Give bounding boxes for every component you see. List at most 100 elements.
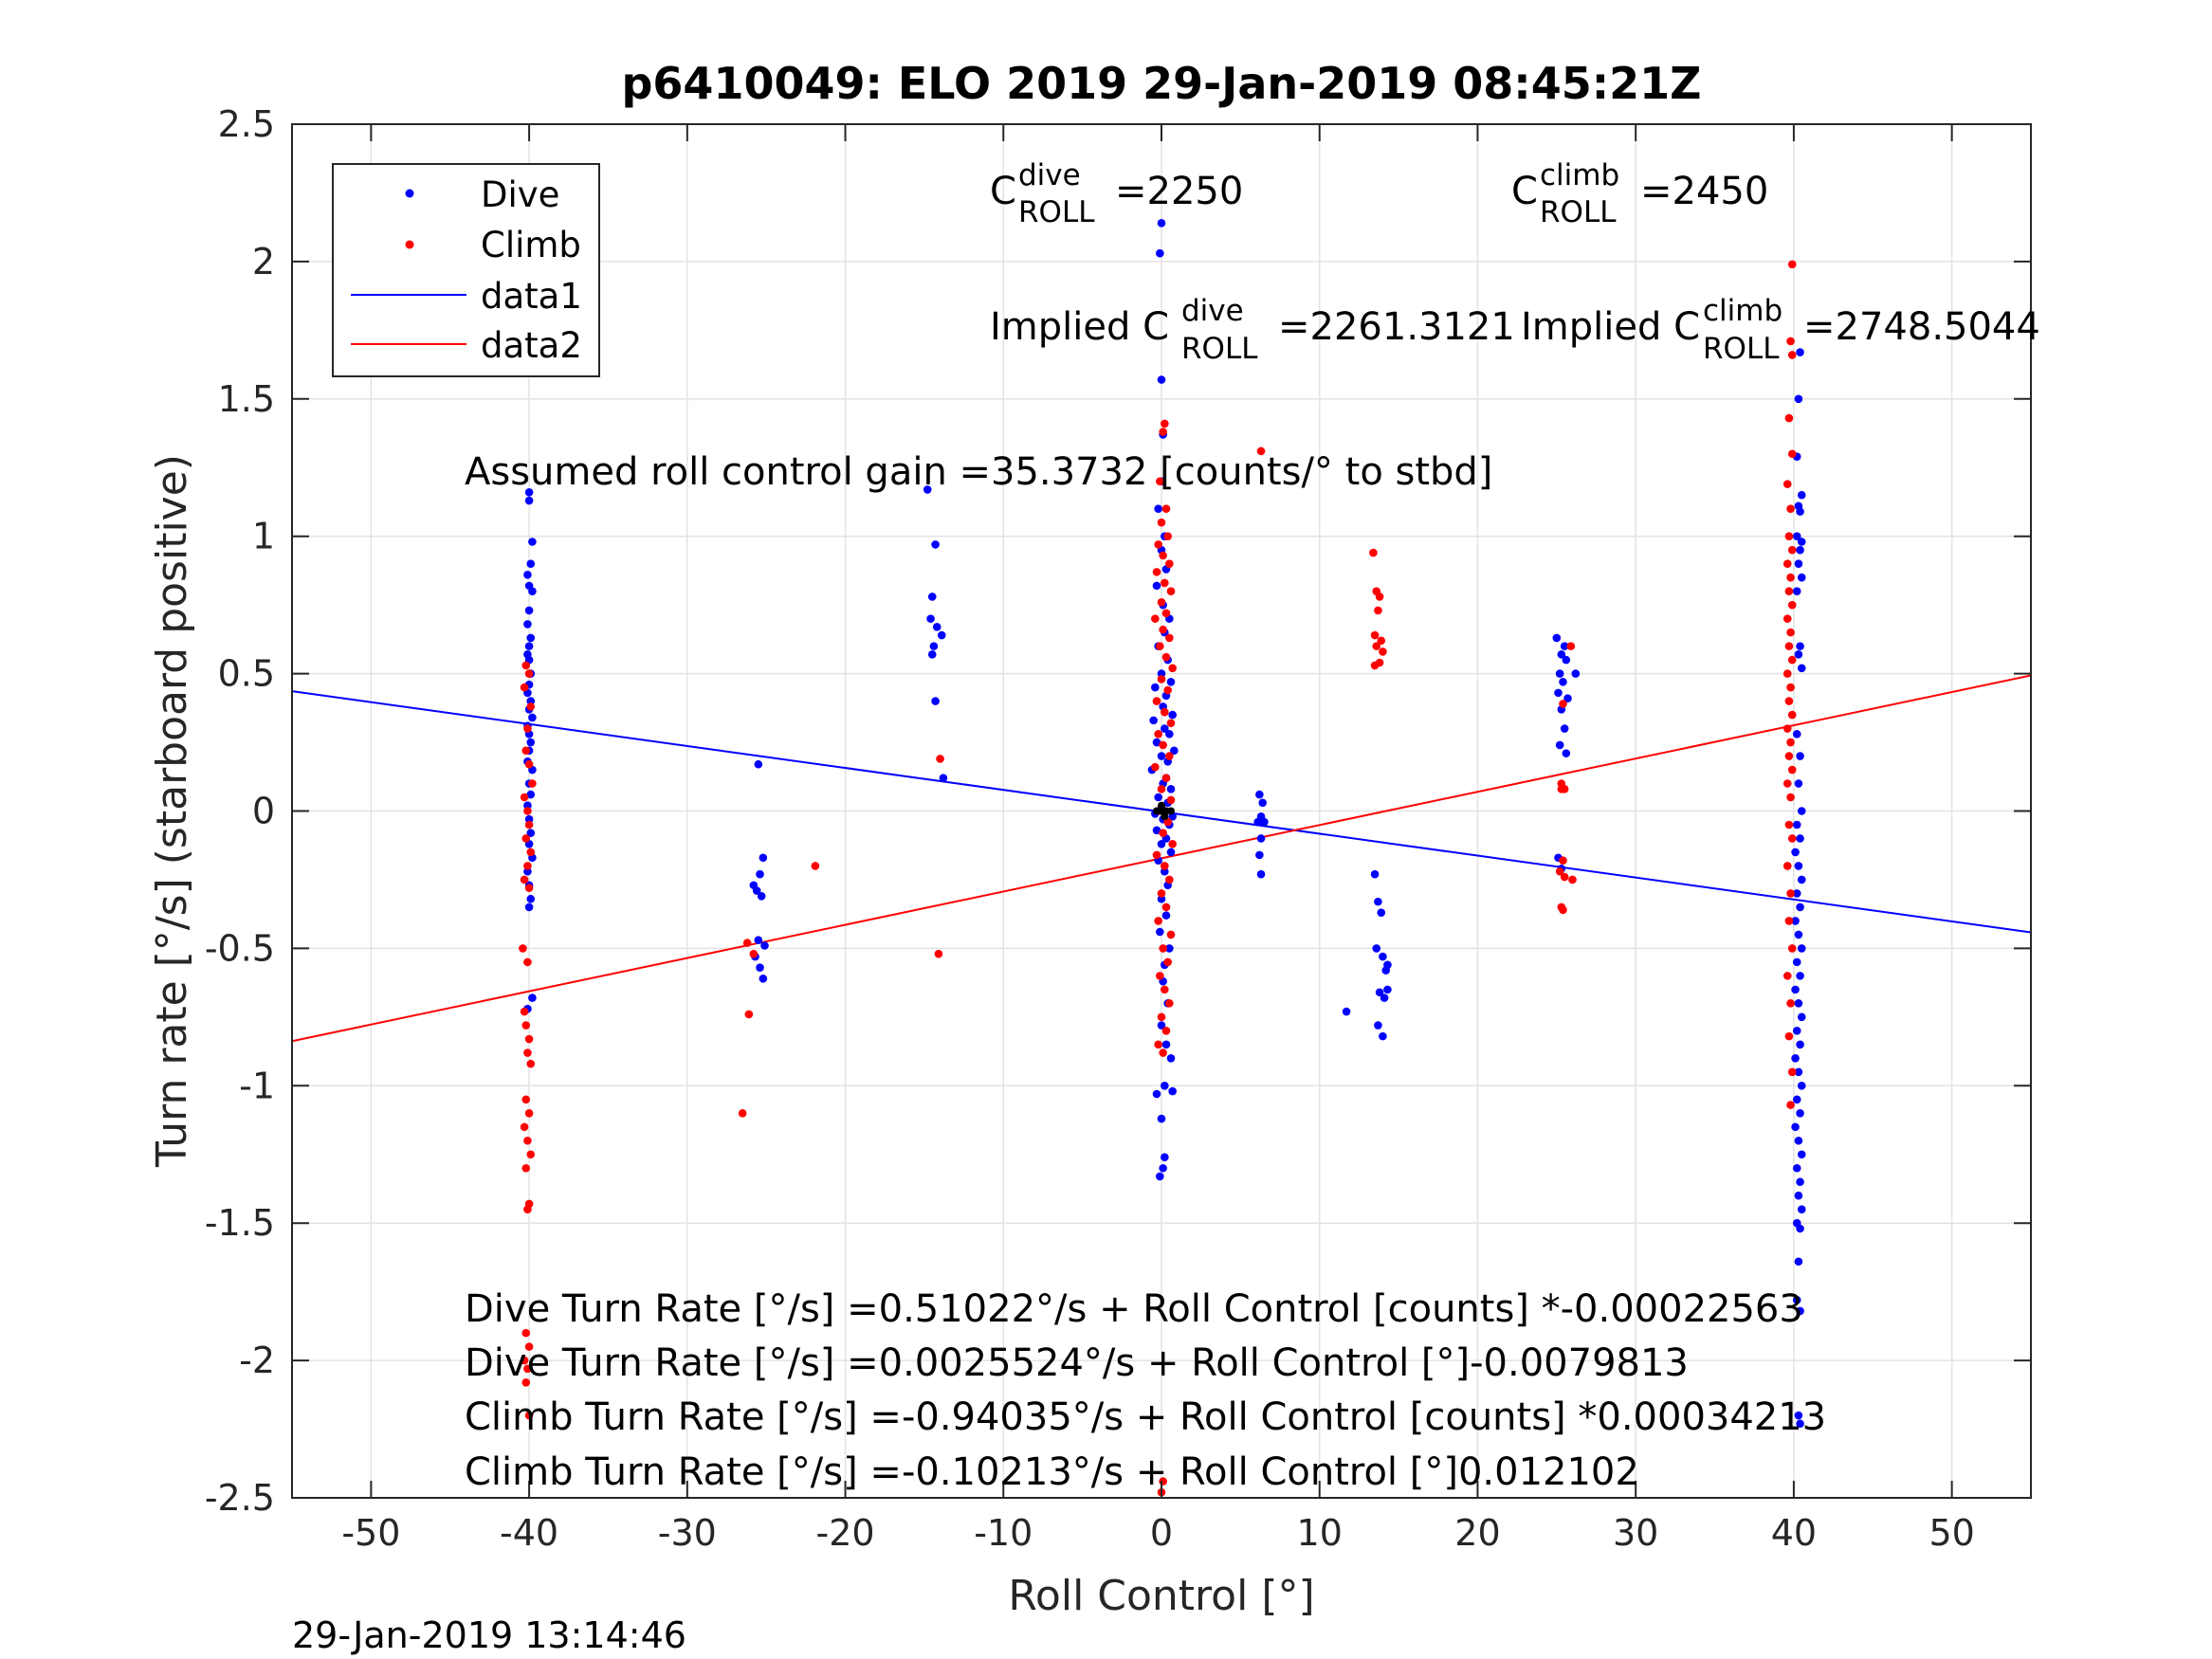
climb-point — [1157, 518, 1166, 527]
y-tick-label: 1 — [252, 516, 275, 557]
dive-point — [1796, 834, 1804, 843]
dive-point — [1374, 897, 1382, 906]
climb-point — [523, 1364, 532, 1374]
climb-point — [1159, 625, 1167, 634]
climb-point — [1379, 647, 1387, 656]
dive-point — [1562, 749, 1571, 757]
climb-point — [1159, 829, 1167, 837]
climb-point — [1152, 568, 1161, 576]
dive-point — [1791, 917, 1800, 925]
climb-point — [520, 1122, 529, 1132]
implied-climb-prefix: Implied C — [1521, 305, 1700, 349]
dive-point — [760, 941, 769, 950]
climb-point — [1154, 540, 1162, 549]
climb-point — [1154, 917, 1162, 925]
dive-point — [1794, 779, 1803, 788]
dive-point — [526, 894, 536, 903]
dive-point — [1161, 1040, 1171, 1049]
dive-point — [1571, 669, 1581, 678]
dive-point — [1792, 532, 1801, 540]
dive-point — [1152, 826, 1161, 835]
climb-point — [524, 1108, 534, 1118]
annotation-eq4: Climb Turn Rate [°/s] =-0.10213°/s + Rol… — [465, 1450, 1639, 1494]
dive-point — [1255, 790, 1264, 799]
dive-point — [524, 606, 534, 615]
dive-point — [927, 650, 937, 659]
dive-point — [1792, 1027, 1801, 1035]
x-axis-label: Roll Control [°] — [1008, 1572, 1314, 1620]
dive-point — [1166, 848, 1176, 857]
dive-point — [1154, 793, 1162, 802]
climb-point — [1786, 628, 1795, 637]
climb-point — [1168, 839, 1177, 848]
y-tick-label: -2 — [239, 1340, 275, 1381]
climb-point — [524, 1411, 534, 1420]
dive-point — [1792, 730, 1801, 738]
climb-point — [524, 669, 534, 678]
implied-climb-value: =2748.5044 — [1803, 305, 2040, 349]
climb-point — [521, 1021, 531, 1030]
dive-point — [923, 485, 932, 494]
dive-point — [1555, 669, 1564, 678]
dive-point — [526, 790, 536, 799]
climb-point — [520, 683, 529, 692]
climb-point — [1166, 795, 1176, 805]
climb-point — [1151, 762, 1160, 772]
legend-climb-label: Climb — [481, 225, 581, 265]
dive-point — [1792, 889, 1801, 898]
climb-point — [1784, 752, 1794, 760]
climb-point — [1786, 504, 1795, 514]
annotation-implied-climb: Implied C climb ROLL =2748.5044 — [1521, 294, 2040, 366]
climb-point — [1782, 480, 1792, 488]
climb-point — [1157, 597, 1166, 607]
climb-point — [521, 1095, 531, 1104]
climb-point — [1782, 559, 1792, 568]
dive-point — [1796, 1419, 1804, 1429]
climb-point — [528, 779, 537, 788]
dive-point — [1157, 839, 1166, 848]
dive-point — [1157, 1114, 1166, 1123]
climb-point — [1166, 587, 1176, 595]
dive-point — [931, 697, 940, 705]
dive-point — [1156, 248, 1164, 258]
climb-point — [1787, 655, 1797, 665]
dive-point — [756, 963, 764, 972]
annotation-c-climb: C climb ROLL =2450 — [1511, 158, 1768, 229]
dive-point — [1256, 834, 1266, 843]
dive-point — [1159, 1163, 1167, 1173]
dive-point — [1559, 677, 1567, 686]
climb-point — [520, 1007, 529, 1016]
climb-point — [523, 862, 532, 870]
climb-point — [1152, 697, 1161, 705]
climb-point — [1787, 545, 1797, 555]
dive-point — [524, 488, 534, 497]
climb-point — [1566, 642, 1576, 650]
dive-point — [1796, 902, 1804, 912]
dive-point — [1792, 820, 1801, 830]
climb-point — [1555, 866, 1564, 876]
climb-point — [521, 661, 531, 670]
climb-point — [1372, 642, 1381, 650]
x-tick-label: -40 — [500, 1512, 558, 1554]
implied-dive-value: =2261.3121 — [1278, 305, 1515, 349]
dive-point — [1797, 1150, 1806, 1159]
climb-point — [521, 746, 531, 756]
climb-point — [1165, 752, 1174, 760]
dive-point — [1166, 677, 1176, 686]
c-dive-sup: dive — [1018, 158, 1081, 192]
climb-point — [526, 702, 536, 711]
dive-point — [1379, 1031, 1387, 1041]
climb-point — [744, 1010, 754, 1019]
dive-point — [526, 559, 536, 568]
c-climb-sup: climb — [1540, 158, 1619, 192]
climb-point — [1787, 944, 1797, 953]
y-tick-label: 0.5 — [218, 653, 275, 695]
climb-point — [1370, 661, 1380, 670]
climb-point — [1161, 985, 1169, 994]
climb-point — [523, 1048, 532, 1057]
legend-climb-marker — [405, 240, 414, 249]
climb-point — [1784, 820, 1794, 830]
dive-point — [1380, 994, 1389, 1002]
annotation-gain: Assumed roll control gain =35.3732 [coun… — [465, 450, 1492, 494]
legend: Dive Climb data1 data2 — [332, 163, 600, 377]
